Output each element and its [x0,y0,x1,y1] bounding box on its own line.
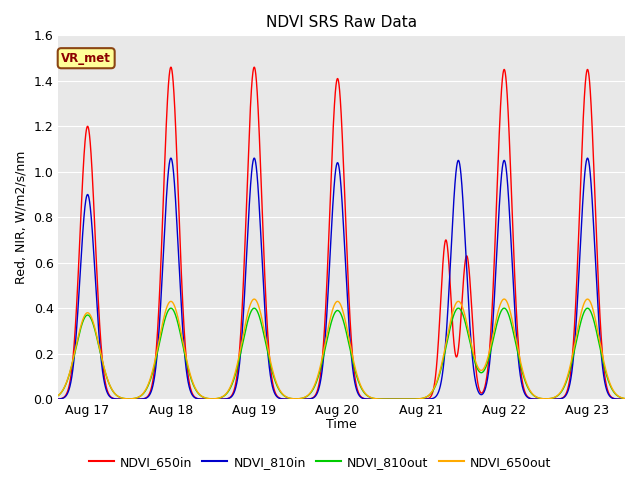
NDVI_650out [500,296,508,302]
NDVI_810out [42,396,50,402]
NDVI_810in [250,155,258,161]
NDVI_810out [394,396,402,402]
X-axis label: Time: Time [326,419,357,432]
Text: VR_met: VR_met [61,52,111,65]
NDVI_650in [42,396,50,402]
NDVI_810out [45,396,52,402]
Title: NDVI SRS Raw Data: NDVI SRS Raw Data [266,15,417,30]
NDVI_810out [500,305,508,311]
NDVI_650out [66,368,74,374]
NDVI_810in [45,396,52,402]
NDVI_650out [625,396,633,402]
NDVI_650out [77,324,84,329]
NDVI_650in [327,175,335,180]
NDVI_650out [394,396,402,402]
NDVI_650out [45,396,52,402]
Line: NDVI_810out: NDVI_810out [46,308,629,399]
NDVI_650in [595,281,602,287]
NDVI_810in [42,396,50,402]
NDVI_650in [77,215,84,221]
NDVI_650in [156,275,164,281]
NDVI_650in [250,64,258,70]
NDVI_810in [156,309,164,314]
Y-axis label: Red, NIR, W/m2/s/nm: Red, NIR, W/m2/s/nm [15,151,28,284]
NDVI_810out [156,336,164,342]
NDVI_650in [45,396,52,402]
NDVI_650out [595,331,602,337]
NDVI_650out [42,396,50,402]
NDVI_650in [625,396,633,402]
NDVI_810out [66,369,74,375]
NDVI_650out [327,312,335,318]
Line: NDVI_810in: NDVI_810in [46,158,629,399]
NDVI_810in [625,396,633,402]
NDVI_650in [66,378,74,384]
NDVI_810out [77,325,84,331]
NDVI_810in [66,383,74,389]
NDVI_650in [397,396,405,402]
NDVI_810in [595,312,602,318]
NDVI_650out [156,332,164,337]
NDVI_810in [77,260,84,266]
NDVI_810in [327,233,335,239]
Line: NDVI_650in: NDVI_650in [46,67,629,399]
Legend: NDVI_650in, NDVI_810in, NDVI_810out, NDVI_650out: NDVI_650in, NDVI_810in, NDVI_810out, NDV… [84,451,556,474]
NDVI_810out [595,337,602,343]
NDVI_810out [625,396,633,402]
NDVI_810in [394,396,402,402]
NDVI_810out [327,320,335,326]
Line: NDVI_650out: NDVI_650out [46,299,629,399]
